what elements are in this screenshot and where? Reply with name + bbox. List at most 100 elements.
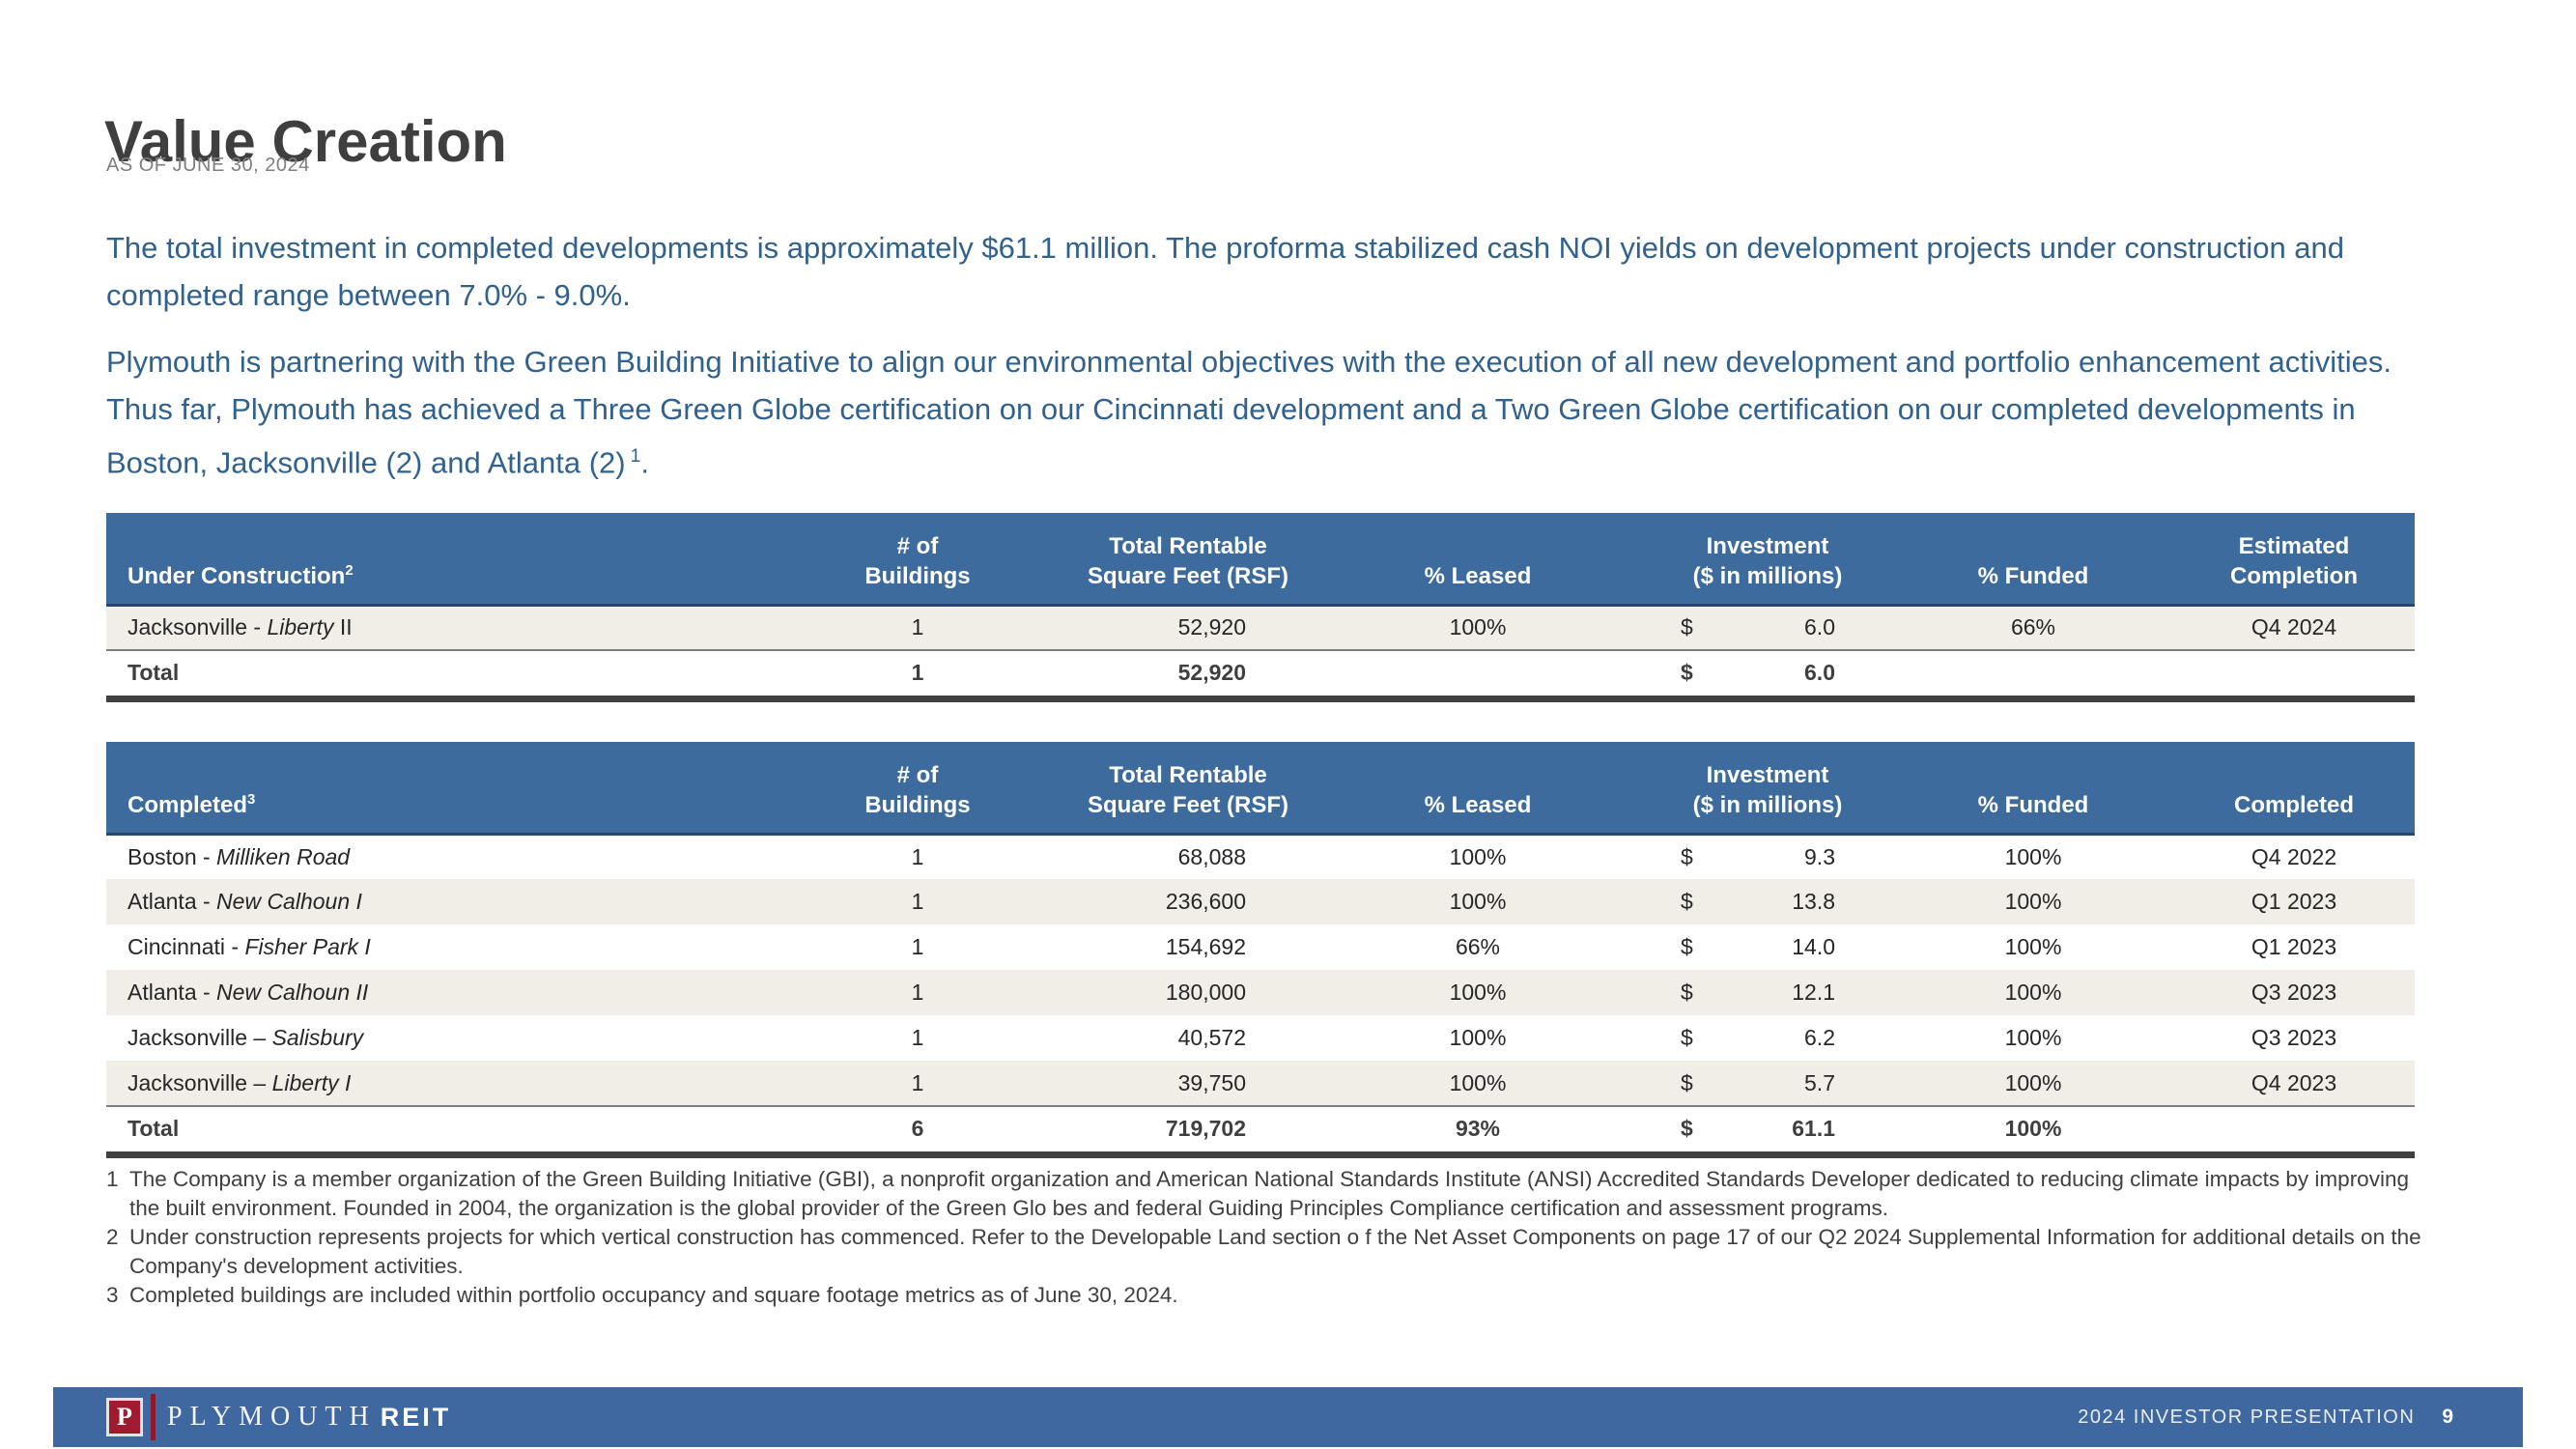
header-rsf: Total Rentable Square Feet (RSF) (1062, 513, 1314, 607)
project-city: Jacksonville – (127, 1025, 272, 1050)
cell-project-name: Jacksonville – Salisbury (106, 1015, 773, 1061)
cell-completion: Q1 2023 (2250, 934, 2337, 959)
cell-funded: 66% (1893, 605, 2173, 650)
project-name-suffix: II (333, 614, 353, 640)
cell-funded: 100% (1893, 970, 2173, 1015)
header-estimated-completion: Estimated Completion (2173, 513, 2415, 607)
header-rsf: Total Rentable Square Feet (RSF) (1062, 742, 1314, 836)
header-buildings: # of Buildings (773, 742, 1062, 836)
logo-p-mark-icon: P (106, 1398, 143, 1436)
header-funded: % Funded (1893, 513, 2173, 607)
cell-buildings: 1 (773, 605, 1062, 650)
project-name-italic: Milliken Road (216, 843, 351, 869)
cell-total-investment: $61.1 (1642, 1105, 1893, 1158)
table-row-cincinnati-fisher-park: Cincinnati - Fisher Park I 1 154,692 66%… (106, 924, 2415, 970)
project-city: Cincinnati - (127, 934, 245, 959)
project-name-italic: New Calhoun I (216, 889, 362, 914)
cell-total-rsf: 719,702 (1062, 1105, 1314, 1158)
as-of-date: AS OF JUNE 30, 2024 (106, 155, 310, 176)
cell-total-label: Total (106, 1105, 773, 1158)
cell-total-leased: 93% (1314, 1105, 1642, 1158)
green-initiative-paragraph: Plymouth is partnering with the Green Bu… (106, 338, 2424, 486)
cell-project-name: Jacksonville – Liberty I (106, 1061, 773, 1106)
footnote-3-text: Completed buildings are included within … (129, 1283, 1178, 1307)
cell-total-leased (1314, 649, 1642, 702)
investment-value: 12.1 (1792, 980, 1835, 1005)
cell-project-name: Boston - Milliken Road (106, 834, 773, 879)
header-completed: Completed3 (106, 742, 773, 836)
cell-investment: $13.8 (1642, 879, 1893, 924)
footnote-ref-2: 2 (345, 562, 354, 579)
currency-symbol: $ (1681, 1116, 1693, 1142)
cell-project-name: Atlanta - New Calhoun II (106, 970, 773, 1015)
header-funded: % Funded (1893, 742, 2173, 836)
footnote-1: 1 The Company is a member organization o… (106, 1165, 2424, 1223)
header-investment: Investment ($ in millions) (1642, 513, 1893, 607)
cell-buildings: 1 (773, 879, 1062, 924)
cell-leased: 100% (1449, 843, 1507, 869)
header-completed-label: Completed (127, 791, 248, 818)
under-construction-header-row: Under Construction2 # of Buildings Total… (106, 513, 2415, 607)
cell-funded: 100% (2004, 1025, 2062, 1050)
cell-completion: Q3 2023 (2173, 970, 2415, 1015)
project-city: Jacksonville - (127, 614, 268, 640)
cell-leased: 100% (1449, 1025, 1507, 1050)
cell-funded: 100% (1893, 879, 2173, 924)
currency-symbol: $ (1681, 660, 1693, 686)
cell-rsf: 39,750 (1062, 1061, 1314, 1106)
cell-investment: $12.1 (1642, 970, 1893, 1015)
cell-total-buildings: 6 (773, 1105, 1062, 1158)
completed-total-row: Total 6 719,702 93% $61.1 100% (106, 1105, 2415, 1158)
project-city: Atlanta - (127, 980, 217, 1005)
investment-value: 6.0 (1804, 660, 1835, 686)
cell-completion: Q4 2024 (2173, 605, 2415, 650)
investment-value: 13.8 (1792, 889, 1835, 914)
project-name-italic: Fisher Park I (244, 934, 371, 959)
footnote-2-number: 2 (106, 1225, 119, 1249)
cell-project-name: Cincinnati - Fisher Park I (106, 924, 773, 970)
cell-investment: $5.7 (1642, 1061, 1893, 1106)
project-city: Boston - (127, 843, 217, 869)
cell-total-investment: $6.0 (1642, 649, 1893, 702)
cell-funded: 100% (2004, 843, 2062, 869)
cell-completion: Q1 2023 (2173, 879, 2415, 924)
investment-value: 6.0 (1804, 614, 1835, 640)
under-construction-total-row: Total 1 52,920 $6.0 (106, 649, 2415, 702)
page-number: 9 (2442, 1406, 2453, 1428)
table-row-jacksonville-salisbury: Jacksonville – Salisbury 1 40,572 100% $… (106, 1015, 2415, 1061)
cell-total-funded: 100% (1893, 1105, 2173, 1158)
investment-value: 14.0 (1792, 934, 1835, 959)
investment-value: 6.2 (1804, 1025, 1835, 1050)
header-under-construction: Under Construction2 (106, 513, 773, 607)
cell-buildings: 1 (911, 934, 924, 959)
completed-header-row: Completed3 # of Buildings Total Rentable… (106, 742, 2415, 836)
cell-funded: 100% (2004, 934, 2062, 959)
cell-rsf: 180,000 (1062, 970, 1314, 1015)
cell-investment: $14.0 (1642, 924, 1893, 970)
under-construction-table: Under Construction2 # of Buildings Total… (106, 513, 2415, 702)
cell-leased: 66% (1455, 934, 1501, 959)
currency-symbol: $ (1681, 934, 1693, 959)
cell-rsf: 52,920 (1062, 605, 1314, 650)
green-paragraph-period: . (640, 445, 649, 480)
project-city: Atlanta - (127, 889, 217, 914)
project-name-italic: Liberty I (271, 1069, 352, 1095)
footnote-2: 2 Under construction represents projects… (106, 1223, 2424, 1281)
currency-symbol: $ (1681, 843, 1693, 869)
footnote-1-number: 1 (106, 1167, 119, 1191)
table-row-jacksonville-liberty-1: Jacksonville – Liberty I 1 39,750 100% $… (106, 1061, 2415, 1106)
currency-symbol: $ (1681, 1069, 1693, 1095)
project-name-italic: Liberty (267, 614, 334, 640)
cell-total-label: Total (106, 649, 773, 702)
table-row-boston-milliken: Boston - Milliken Road 1 68,088 100% $9.… (106, 834, 2415, 879)
footnotes: 1 The Company is a member organization o… (106, 1165, 2424, 1310)
cell-leased: 100% (1314, 1061, 1642, 1106)
cell-rsf: 236,600 (1062, 879, 1314, 924)
cell-total-buildings: 1 (773, 649, 1062, 702)
logo-plymouth-text: PLYMOUTH (167, 1402, 377, 1432)
currency-symbol: $ (1681, 614, 1693, 640)
cell-total-funded (1893, 649, 2173, 702)
footnote-3-number: 3 (106, 1283, 119, 1307)
currency-symbol: $ (1681, 1025, 1693, 1050)
